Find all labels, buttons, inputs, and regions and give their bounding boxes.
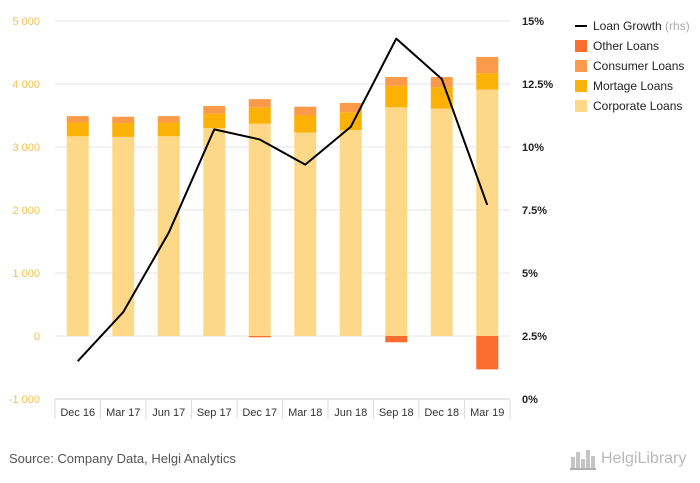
bar-segment [66, 136, 89, 336]
x-tick-label: Dec 18 [424, 407, 459, 419]
bar-segment [385, 85, 408, 108]
y-right-tick-label: 10% [522, 142, 544, 154]
y-left-tick-label: 4 000 [12, 79, 40, 91]
bar-segment [248, 123, 271, 336]
y-right-tick-label: 0% [522, 394, 538, 406]
x-tick-label: Jun 18 [334, 407, 367, 419]
y-left-tick-label: 3 000 [12, 142, 40, 154]
bar-segment [476, 73, 499, 90]
x-tick-label: Sep 18 [379, 407, 414, 419]
bar-segment [385, 336, 408, 343]
source-note: Source: Company Data, Helgi Analytics [9, 451, 236, 466]
bar-segment [157, 122, 180, 137]
y-left-tick-label: 5 000 [12, 16, 40, 28]
x-tick-label: Mar 18 [288, 407, 322, 419]
y-right-tick-label: 2.5% [522, 331, 547, 343]
bar-segment [112, 123, 135, 137]
x-tick-label: Sep 17 [197, 407, 232, 419]
bar-segment [294, 132, 317, 336]
bar-segment [66, 122, 89, 137]
bar-segment [476, 56, 499, 74]
bar-segment [112, 136, 135, 336]
y-left-tick-label: -1 000 [9, 394, 40, 406]
legend-label: Other Loans [593, 39, 659, 53]
loan-chart: -1 000 0 1 000 2 000 3 000 4 000 5 000 0% 2.5% 5%… [9, 16, 690, 419]
bar-segment [339, 102, 362, 113]
y-right-tick-label: 15% [522, 16, 544, 28]
y-right-tick-label: 5% [522, 268, 538, 280]
legend-label: Mortage Loans [593, 79, 673, 93]
bar-segment [430, 77, 453, 88]
bar-segment [385, 77, 408, 86]
legend-swatch [575, 80, 587, 92]
bar-segment [203, 106, 226, 114]
bar-segment [157, 116, 180, 123]
y-right-tick-label: 12.5% [522, 79, 553, 91]
legend-label: Corporate Loans [593, 99, 682, 113]
legend-swatch [575, 40, 587, 52]
x-tick-label: Jun 17 [152, 407, 185, 419]
bar-segment [339, 129, 362, 336]
x-tick-label: Mar 17 [106, 407, 140, 419]
legend-rhs-note: (rhs) [665, 19, 690, 33]
bar-segment [157, 136, 180, 336]
legend-swatch [575, 60, 587, 72]
bar-segment [66, 116, 89, 123]
bar-segment [248, 107, 271, 124]
bar-segment [294, 115, 317, 133]
bar-segment [248, 99, 271, 108]
bar-segment [476, 89, 499, 336]
y-left-tick-label: 0 [34, 331, 40, 343]
bar-segment [430, 108, 453, 336]
bar-segment [203, 113, 226, 129]
bar-segment [112, 116, 135, 124]
bar-segment [203, 128, 226, 336]
bar-segment [248, 336, 271, 338]
loan-growth-line [77, 37, 489, 362]
legend-label: Consumer Loans [593, 59, 684, 73]
x-tick-label: Mar 19 [470, 407, 504, 419]
city-skyline-icon [570, 450, 596, 470]
y-right-tick-label: 7.5% [522, 205, 547, 217]
y-left-tick-label: 1 000 [12, 268, 40, 280]
legend-label-loan-growth: Loan Growth (rhs) [593, 19, 690, 33]
legend-swatch [575, 100, 587, 112]
bar-segment [476, 336, 499, 370]
bar-segment [385, 107, 408, 336]
x-tick-label: Dec 16 [60, 407, 95, 419]
brand-logo: HelgiLibrary [570, 446, 686, 472]
brand-name: HelgiLibrary [601, 450, 687, 467]
y-left-tick-label: 2 000 [12, 205, 40, 217]
x-tick-label: Dec 17 [242, 407, 277, 419]
bar-segment [294, 106, 317, 116]
